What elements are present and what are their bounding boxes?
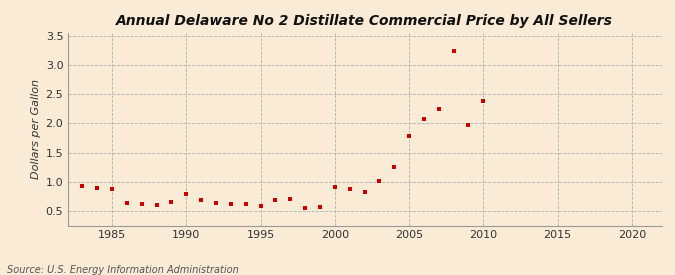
Point bbox=[344, 187, 355, 191]
Point bbox=[374, 179, 385, 183]
Text: Source: U.S. Energy Information Administration: Source: U.S. Energy Information Administ… bbox=[7, 265, 238, 275]
Point bbox=[300, 206, 310, 210]
Y-axis label: Dollars per Gallon: Dollars per Gallon bbox=[32, 79, 41, 179]
Point bbox=[418, 117, 429, 121]
Point bbox=[151, 203, 162, 207]
Point bbox=[211, 200, 221, 205]
Point bbox=[270, 198, 281, 203]
Point bbox=[285, 197, 296, 202]
Point bbox=[463, 123, 474, 127]
Point bbox=[389, 164, 400, 169]
Point bbox=[448, 49, 459, 53]
Point bbox=[329, 185, 340, 189]
Point bbox=[77, 184, 88, 189]
Point bbox=[315, 205, 325, 209]
Point bbox=[136, 202, 147, 206]
Point bbox=[255, 204, 266, 208]
Title: Annual Delaware No 2 Distillate Commercial Price by All Sellers: Annual Delaware No 2 Distillate Commerci… bbox=[116, 14, 613, 28]
Point bbox=[404, 133, 414, 138]
Point bbox=[196, 198, 207, 203]
Point bbox=[240, 202, 251, 207]
Point bbox=[181, 192, 192, 196]
Point bbox=[107, 187, 117, 191]
Point bbox=[225, 202, 236, 206]
Point bbox=[122, 201, 132, 205]
Point bbox=[478, 98, 489, 103]
Point bbox=[92, 185, 103, 190]
Point bbox=[359, 190, 370, 194]
Point bbox=[166, 199, 177, 204]
Point bbox=[433, 107, 444, 112]
